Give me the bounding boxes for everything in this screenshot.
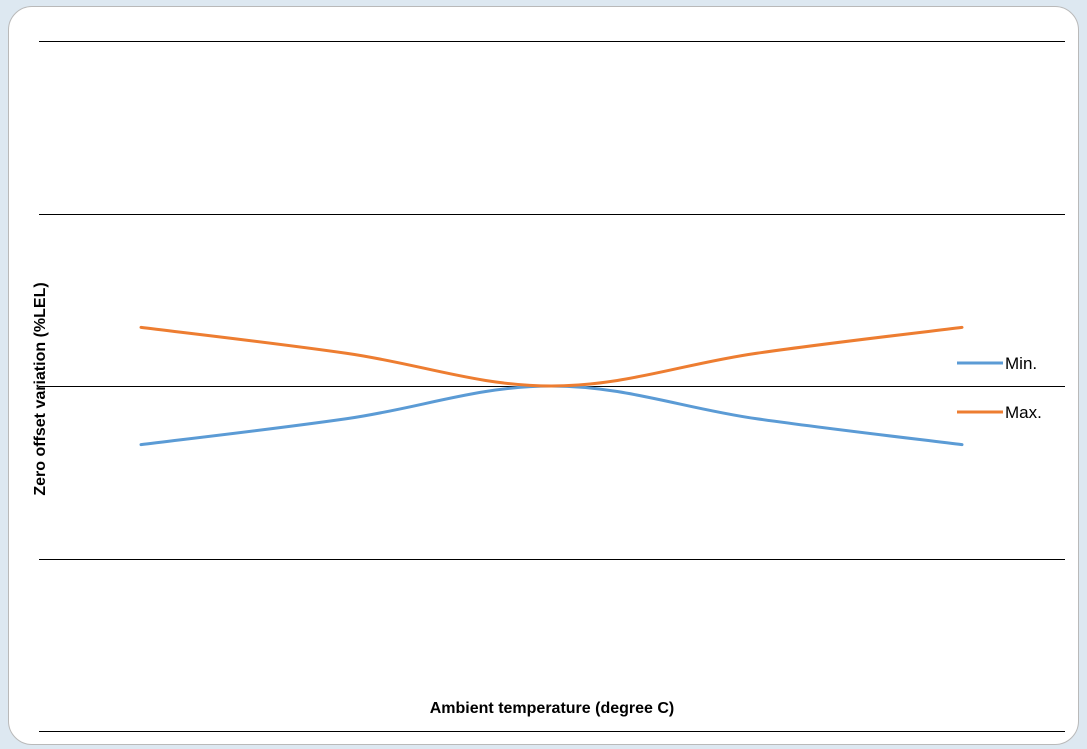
- series-lines: [139, 325, 964, 447]
- line-chart: Zero offset variation (%LEL) Ambient tem…: [32, 41, 1065, 732]
- series-line-min: [139, 384, 964, 447]
- legend-label-max: Max.: [1005, 403, 1042, 422]
- chart-panel: Zero offset variation (%LEL) Ambient tem…: [8, 6, 1079, 745]
- legend: Min. Max.: [957, 354, 1042, 422]
- series-line-max: [139, 325, 964, 388]
- x-axis-title: Ambient temperature (degree C): [430, 700, 675, 717]
- legend-label-min: Min.: [1005, 354, 1037, 373]
- y-axis-title: Zero offset variation (%LEL): [32, 282, 49, 495]
